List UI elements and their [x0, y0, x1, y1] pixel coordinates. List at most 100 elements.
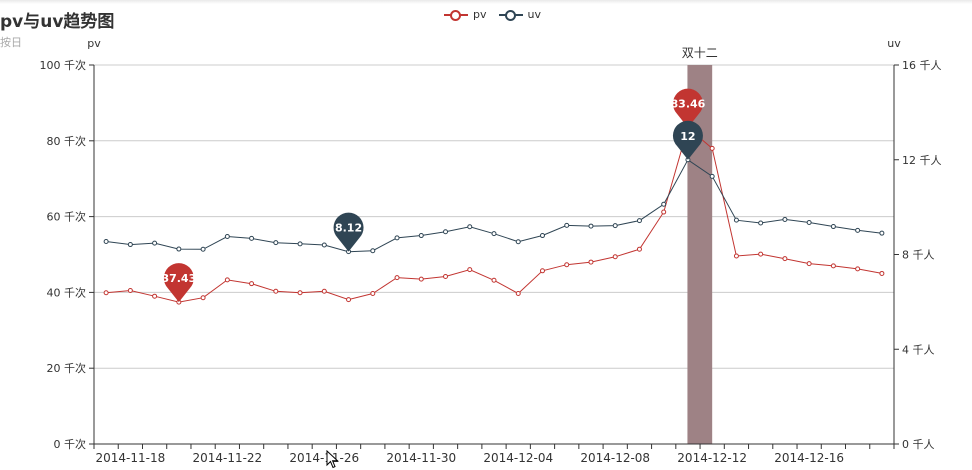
mark-area-label: 双十二 — [682, 46, 718, 60]
y-left-tick-label: 100 千次 — [40, 58, 87, 72]
data-point-uv — [297, 241, 303, 247]
data-point-pv — [249, 281, 255, 287]
x-tick-label: 2014-11-26 — [289, 451, 359, 465]
series-line-pv — [106, 126, 882, 303]
data-point-uv — [830, 224, 836, 230]
x-tick-label: 2014-11-18 — [95, 451, 165, 465]
data-point-pv — [103, 290, 109, 296]
mark-pin-pv — [672, 88, 703, 128]
legend-line-circle-icon — [498, 9, 523, 21]
data-point-uv — [152, 240, 158, 246]
data-point-pv — [321, 288, 327, 294]
y-left-tick-label: 80 千次 — [47, 134, 87, 148]
data-point-uv — [224, 233, 230, 239]
mark-pin-label: 8.12 — [335, 222, 362, 235]
data-point-pv — [539, 268, 545, 274]
data-point-pv — [782, 256, 788, 262]
data-point-pv — [758, 251, 764, 257]
y-right-tick-label: 16 千人 — [902, 59, 942, 72]
data-point-pv — [879, 270, 885, 276]
data-point-uv — [394, 235, 400, 241]
data-point-pv — [588, 259, 594, 265]
mark-pin-uv — [672, 120, 703, 160]
data-point-pv — [612, 254, 618, 260]
data-point-uv — [806, 220, 812, 226]
data-point-uv — [103, 238, 109, 244]
data-point-uv — [249, 235, 255, 241]
y-right-tick-label: 0 千人 — [902, 438, 935, 451]
data-point-uv — [370, 248, 376, 254]
data-point-pv — [806, 261, 812, 267]
x-tick-label: 2014-12-12 — [677, 451, 747, 465]
legend-item-uv[interactable]: uv — [498, 8, 541, 21]
data-point-uv — [418, 233, 424, 239]
chart-subtitle: 按日 — [0, 36, 22, 49]
legend: pv uv — [444, 8, 541, 21]
x-tick-label: 2014-12-08 — [580, 451, 650, 465]
data-point-pv — [370, 291, 376, 297]
data-point-pv — [273, 288, 279, 294]
data-point-uv — [467, 224, 473, 230]
data-point-pv — [200, 295, 206, 301]
data-point-uv — [564, 222, 570, 228]
data-point-uv — [782, 216, 788, 222]
data-point-uv — [661, 201, 667, 207]
legend-label-uv: uv — [527, 8, 541, 21]
data-point-uv — [200, 246, 206, 252]
data-point-uv — [491, 231, 497, 237]
data-point-pv — [491, 277, 497, 283]
data-point-uv — [758, 220, 764, 226]
x-tick-label: 2014-12-16 — [774, 451, 844, 465]
data-point-pv — [830, 263, 836, 269]
x-tick-label: 2014-11-30 — [386, 451, 456, 465]
data-point-uv — [612, 223, 618, 229]
data-point-uv — [273, 240, 279, 246]
data-point-uv — [443, 229, 449, 235]
data-point-uv — [709, 173, 715, 179]
chart-title: pv与uv趋势图 — [0, 12, 115, 32]
data-point-pv — [346, 297, 352, 303]
data-point-uv — [588, 223, 594, 229]
data-point-uv — [127, 242, 133, 248]
y-left-tick-label: 20 千次 — [47, 361, 87, 375]
data-point-pv — [127, 288, 133, 294]
data-point-pv — [855, 266, 861, 272]
y-left-tick-label: 60 千次 — [47, 210, 87, 224]
data-point-pv — [636, 246, 642, 252]
legend-label-pv: pv — [473, 8, 487, 21]
y-right-tick-label: 8 千人 — [902, 249, 935, 262]
mark-pin-uv — [333, 212, 364, 252]
data-point-uv — [176, 246, 182, 252]
data-point-pv — [564, 262, 570, 268]
y-right-tick-label: 4 千人 — [902, 343, 935, 356]
data-point-uv — [733, 217, 739, 223]
mark-pin-label: 12 — [680, 130, 695, 143]
mark-pin-pv — [163, 263, 194, 303]
series-line-uv — [106, 159, 882, 253]
data-point-uv — [855, 227, 861, 233]
data-point-pv — [297, 290, 303, 296]
data-point-uv — [321, 242, 327, 248]
legend-line-circle-icon — [444, 9, 468, 21]
data-point-pv — [224, 277, 230, 283]
x-tick-label: 2014-11-22 — [192, 451, 262, 465]
mouse-cursor-icon — [326, 450, 339, 469]
data-point-pv — [467, 267, 473, 273]
data-point-uv — [539, 233, 545, 239]
data-point-uv — [515, 239, 521, 245]
data-point-pv — [733, 253, 739, 259]
y-left-axis-name: pv — [87, 37, 101, 50]
y-right-tick-label: 12 千人 — [902, 154, 942, 167]
data-point-uv — [879, 230, 885, 236]
legend-item-pv[interactable]: pv — [444, 8, 487, 21]
data-point-pv — [443, 273, 449, 279]
data-point-pv — [709, 145, 715, 151]
mark-pin-label: 83.46 — [671, 98, 706, 111]
y-right-axis-name: uv — [887, 37, 901, 50]
data-point-pv — [418, 276, 424, 282]
data-point-pv — [152, 293, 158, 299]
data-point-pv — [394, 275, 400, 281]
data-point-pv — [661, 209, 667, 215]
mark-pin-label: 37.43 — [161, 272, 196, 285]
